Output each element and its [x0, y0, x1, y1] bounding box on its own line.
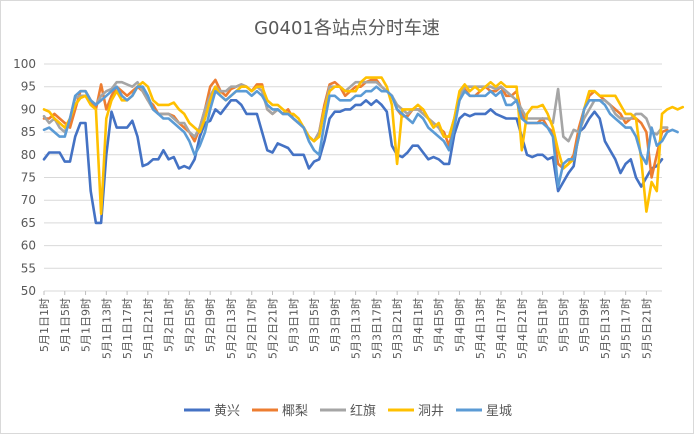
y-tick-label: 50: [21, 284, 36, 298]
y-axis-ticks: 50 55 60 65 70 75 80 85 90 95 100: [13, 57, 36, 298]
y-tick-label: 85: [21, 125, 36, 139]
y-tick-label: 95: [21, 80, 36, 94]
series-line-5: [42, 85, 679, 188]
x-tick-label: 5月3日9时: [329, 298, 342, 352]
x-tick-label: 5月4日5时: [433, 298, 446, 352]
series-line-3: [42, 80, 669, 143]
x-tick-label: 5月1日9时: [80, 298, 93, 352]
x-tick-label: 5月5日1时: [537, 298, 550, 352]
y-tick-label: 65: [21, 216, 36, 230]
x-tick-label: 5月5日9时: [578, 298, 591, 352]
legend-label: 红旗: [350, 403, 376, 419]
y-tick-label: 70: [21, 193, 36, 207]
legend-label: 黄兴: [214, 404, 240, 419]
x-tick-label: 5月1日5时: [59, 298, 72, 352]
x-tick-label: 5月1日21时: [142, 298, 155, 359]
x-axis-ticks: 5月1日1时 5月1日5时 5月1日9时 5月1日13时 5月1日17时 5月1日21时 5…: [38, 291, 653, 359]
x-tick-label: 5月3日17时: [370, 298, 383, 359]
x-tick-label: 5月3日1时: [287, 298, 300, 352]
x-tick-label: 5月4日9时: [453, 298, 466, 352]
x-tick-label: 5月5日5时: [557, 298, 570, 352]
y-tick-label: 100: [13, 57, 36, 71]
x-tick-label: 5月3日21时: [391, 298, 404, 359]
x-tick-label: 5月4日13时: [474, 298, 487, 359]
y-tick-label: 90: [21, 102, 36, 116]
x-tick-label: 5月5日21时: [640, 298, 653, 359]
y-tick-label: 55: [21, 261, 36, 275]
x-tick-label: 5月4日1时: [412, 298, 425, 352]
x-tick-label: 5月4日21时: [516, 298, 529, 359]
x-tick-label: 5月5日17时: [620, 298, 633, 359]
x-tick-label: 5月1日17时: [121, 298, 134, 359]
x-tick-label: 5月3日5时: [308, 298, 321, 352]
y-tick-label: 80: [21, 148, 36, 162]
x-tick-label: 5月2日21时: [267, 298, 280, 359]
gridlines: [44, 63, 662, 292]
series-lines: [42, 76, 685, 225]
chart-title: G0401各站点分时车速: [254, 18, 440, 39]
x-tick-label: 5月2日13时: [225, 298, 238, 359]
x-tick-label: 5月2日9时: [204, 298, 217, 352]
series-line-1: [42, 99, 664, 225]
x-tick-label: 5月1日1时: [38, 298, 51, 352]
x-tick-label: 5月1日13时: [100, 298, 113, 359]
legend-label: 椰梨: [282, 404, 308, 419]
x-tick-label: 5月5日13时: [599, 298, 612, 359]
x-tick-label: 5月2日5时: [183, 298, 196, 352]
x-tick-label: 5月3日13时: [350, 298, 363, 359]
y-tick-label: 60: [21, 239, 36, 253]
y-tick-label: 75: [21, 171, 36, 185]
x-tick-label: 5月2日1时: [163, 298, 176, 352]
legend-label: 星城: [486, 404, 512, 419]
x-tick-label: 5月2日17时: [246, 298, 259, 359]
legend: 黄兴 椰梨 红旗 洞井 星城: [184, 403, 512, 419]
x-tick-label: 5月4日17时: [495, 298, 508, 359]
legend-label: 洞井: [418, 404, 444, 419]
